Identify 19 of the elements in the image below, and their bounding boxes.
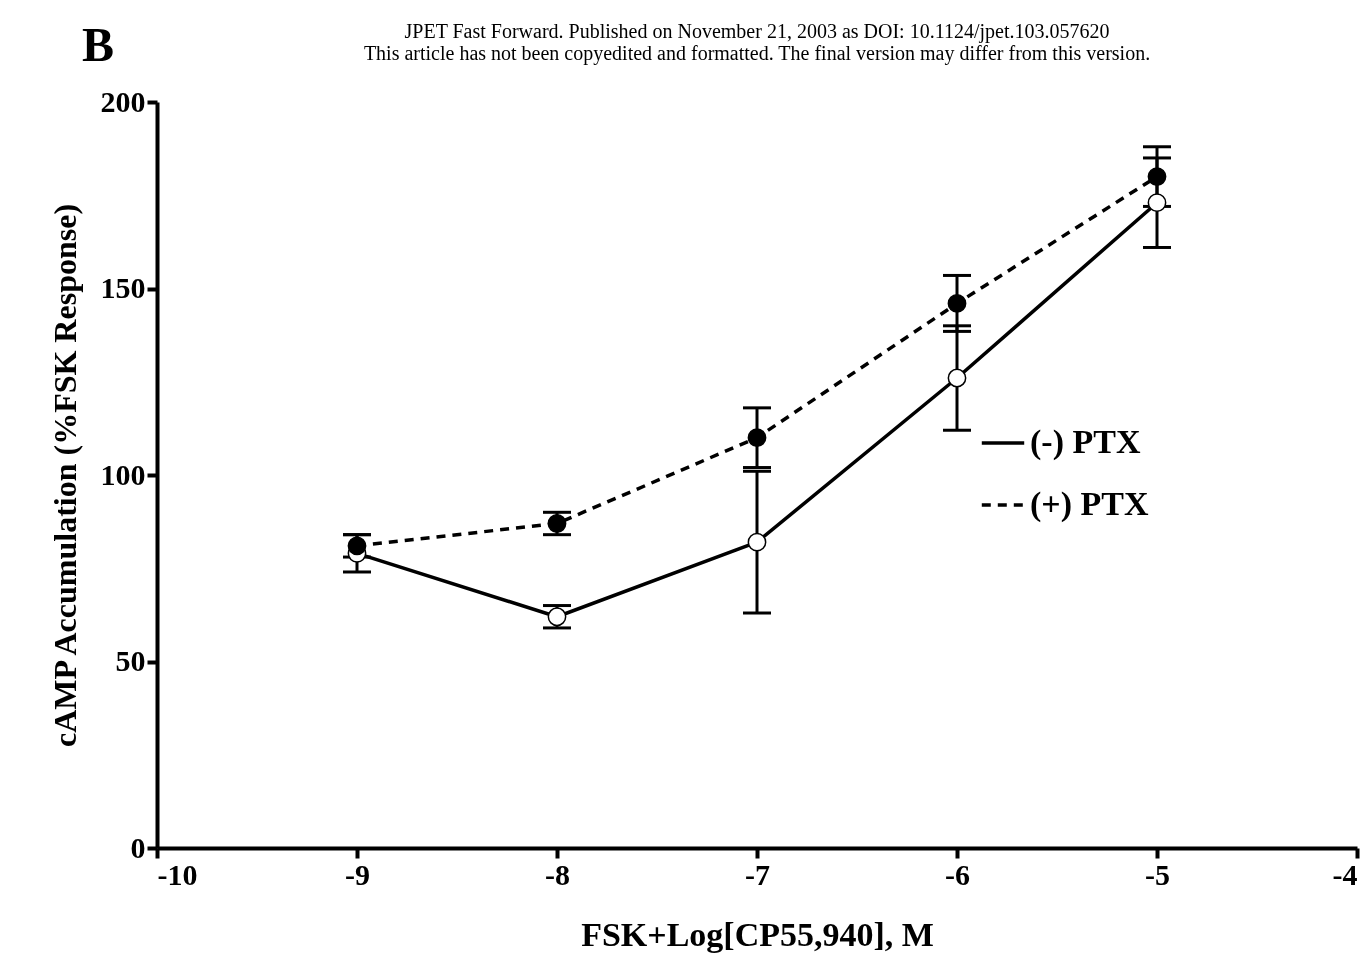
y-tick-label: 0 — [130, 830, 146, 864]
legend-label: (+) PTX — [1030, 485, 1149, 523]
x-tick-label: -8 — [545, 857, 570, 891]
y-tick-label: 150 — [100, 271, 146, 304]
y-tick-label: 50 — [115, 644, 146, 677]
x-tick-label: -6 — [945, 857, 970, 891]
text: This article has not been copyedited and formatted. The final version may differ from this version. — [363, 42, 1151, 65]
x-tick-label: -4 — [1332, 857, 1358, 891]
x-tick-label: -9 — [345, 857, 370, 891]
text: JPET Fast Forward. Published on November 21, 2003 as DOI: 10.1124/jpet.103.057620 — [404, 20, 1110, 43]
legend-label: (-) PTX — [1030, 423, 1141, 461]
y-tick-label: 200 — [100, 84, 146, 118]
y-tick-label: 100 — [100, 457, 146, 491]
y-axis-title: cAMP Accumulation (%FSK Response) — [46, 203, 83, 748]
x-tick-label: -7 — [745, 857, 770, 891]
x-axis-title: FSK+Log[CP55,940], M — [581, 915, 934, 953]
text: B — [82, 18, 115, 71]
x-tick-label: -10 — [157, 857, 198, 891]
x-tick-label: -5 — [1145, 857, 1170, 891]
